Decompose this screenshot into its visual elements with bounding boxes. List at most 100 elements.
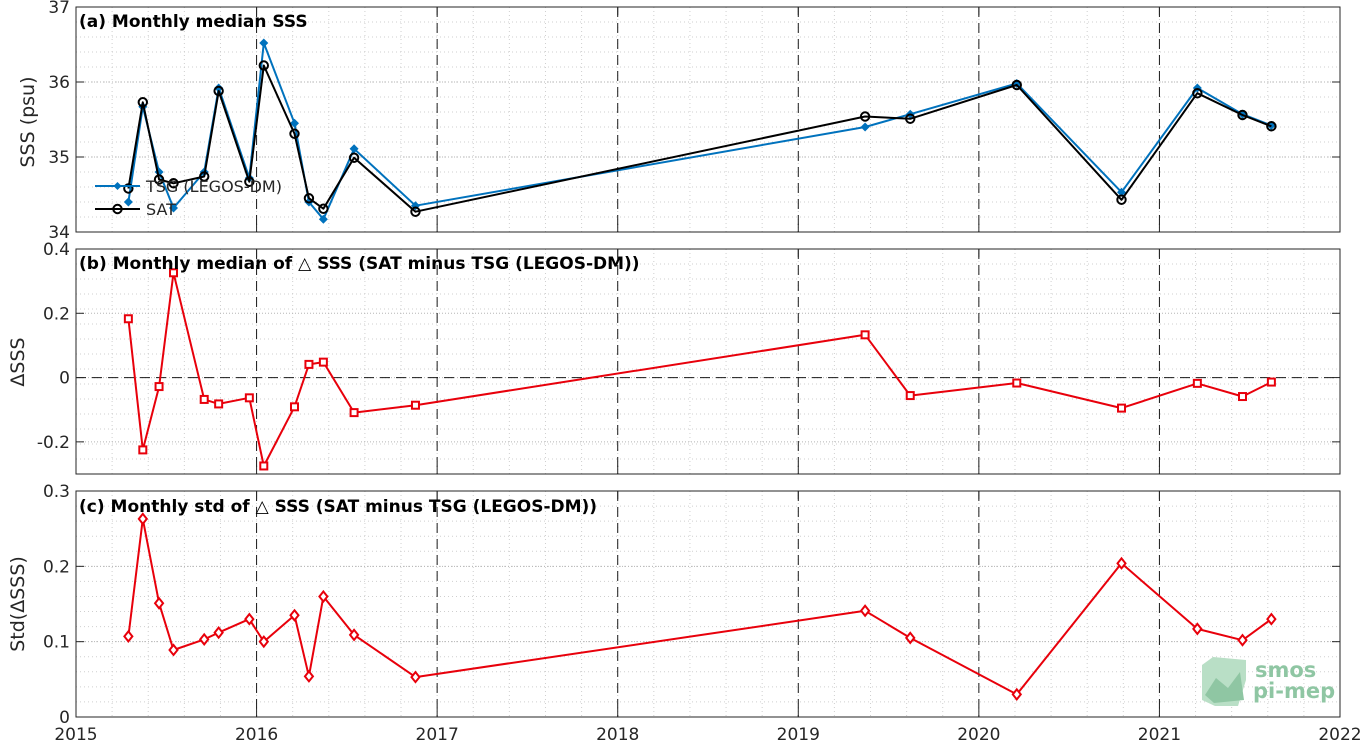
data-point-b-0 [169,268,179,278]
data-point-b-0 [244,393,254,403]
logo-text-pimep: pi-mep [1253,679,1335,703]
data-point-a-1 [1116,194,1127,205]
axes-box [75,248,1341,475]
y-tick-label: 34 [48,223,70,243]
data-point-b-0 [214,399,224,409]
data-point-a-1 [213,85,224,97]
axes-box [75,6,1341,233]
data-point-a-0 [123,197,133,207]
panel-b: -0.2 0 0.2 0.4 [37,240,1341,475]
data-point-b-0 [123,314,133,324]
data-point-a-1 [1192,88,1203,99]
x-tick-label: 2017 [416,725,459,745]
data-point-c-0 [1116,556,1127,570]
data-point-a-1 [303,193,315,204]
data-point-c-0 [244,612,255,626]
smos-pi-mep-logo: smos pi-mep [1202,657,1335,706]
data-point-a-1 [410,206,421,217]
y-tick-label: 35 [48,148,70,168]
data-point-a-0 [1117,187,1127,197]
data-point-a-0 [860,122,870,132]
series-line-a-1 [127,64,1272,213]
legend-sat-label: SAT [146,200,176,219]
y-tick-label: 0.2 [43,557,70,577]
data-point-c-0 [123,629,134,643]
data-point-a-0 [214,83,224,93]
logo-text-smos: smos [1255,658,1316,682]
data-point-b-0 [1266,377,1276,387]
data-point-b-0 [1192,378,1202,388]
data-point-c-0 [1237,633,1248,647]
x-tick-label: 2018 [596,725,639,745]
data-point-a-1 [318,203,329,214]
data-point-a-1 [905,113,916,124]
series-line-c-0 [127,517,1272,696]
data-point-a-1 [123,183,134,194]
x-tick-label: 2020 [957,725,1000,745]
data-point-b-0 [289,402,299,412]
data-point-a-1 [137,97,149,108]
panel-c-ylabel: Std(ΔSSS) [7,556,29,652]
data-point-c-0 [137,512,149,526]
data-point-a-1 [153,174,165,185]
y-tick-label: 36 [48,73,70,93]
data-point-a-0 [169,203,179,213]
data-point-c-0 [1266,612,1277,626]
y-tick-label: 0 [59,708,70,728]
y-tick-label: 0.1 [43,633,70,653]
data-point-a-1 [244,176,255,187]
panel-c: 0 0.1 0.2 0.3 [43,482,1341,728]
data-point-a-1 [258,60,269,71]
series-line-b-0 [127,271,1272,467]
x-tick-label: 2016 [235,725,278,745]
data-point-c-0 [303,669,315,683]
data-point-c-0 [1192,622,1203,636]
panel-b-title: (b) Monthly median of △ SSS (SAT minus T… [79,254,640,274]
data-point-c-0 [1011,687,1023,702]
panel-a-title: (a) Monthly median SSS [79,12,308,32]
data-point-b-0 [1117,403,1127,413]
data-point-b-0 [138,445,148,455]
legend-tsg-label: TSG (LEGOS-DM) [145,177,282,196]
data-point-a-0 [289,118,299,128]
data-point-a-1 [859,111,871,122]
panel-a-ylabel: SSS (psu) [17,76,39,167]
data-point-c-0 [904,631,916,645]
data-point-b-0 [154,382,164,392]
x-tick-label: 2015 [54,725,97,745]
data-point-a-1 [1266,121,1277,132]
data-point-c-0 [318,589,329,604]
panel-c-title: (c) Monthly std of △ SSS (SAT minus TSG … [79,497,597,517]
data-point-a-1 [1011,79,1022,91]
legend-tsg-marker [113,182,122,190]
x-tick-label: 2022 [1318,725,1361,745]
x-tick-label: 2021 [1138,725,1181,745]
data-point-a-1 [348,152,360,163]
y-tick-label: 0.4 [43,240,70,260]
data-point-a-1 [168,178,179,189]
data-point-b-0 [410,400,420,410]
plots-group: 34 35 36 37 -0.2 0 0.2 0.4 0 0.1 0.2 0.3 2015 2016 201… [37,0,1362,745]
y-tick-label: 37 [48,0,70,18]
y-tick-label: 0.2 [43,304,70,324]
x-tick-label: 2019 [777,725,820,745]
data-point-c-0 [410,670,421,684]
data-point-a-1 [199,171,210,182]
data-point-b-0 [259,461,269,471]
data-point-a-1 [1237,109,1248,121]
y-tick-label: 0.3 [43,482,70,502]
y-tick-label: 0 [59,369,70,389]
series-line-a-0 [127,42,1272,221]
panel-b-ylabel: ΔSSS [7,337,29,386]
data-point-a-1 [289,128,300,139]
data-point-a-0 [259,38,269,48]
data-point-b-0 [1012,378,1022,388]
data-point-b-0 [1237,392,1247,402]
panel-a: 34 35 36 37 [48,0,1341,243]
data-point-a-0 [318,214,328,224]
logo-wave-inner-icon [1205,672,1244,703]
axes-box [75,490,1341,718]
data-point-b-0 [349,408,359,418]
